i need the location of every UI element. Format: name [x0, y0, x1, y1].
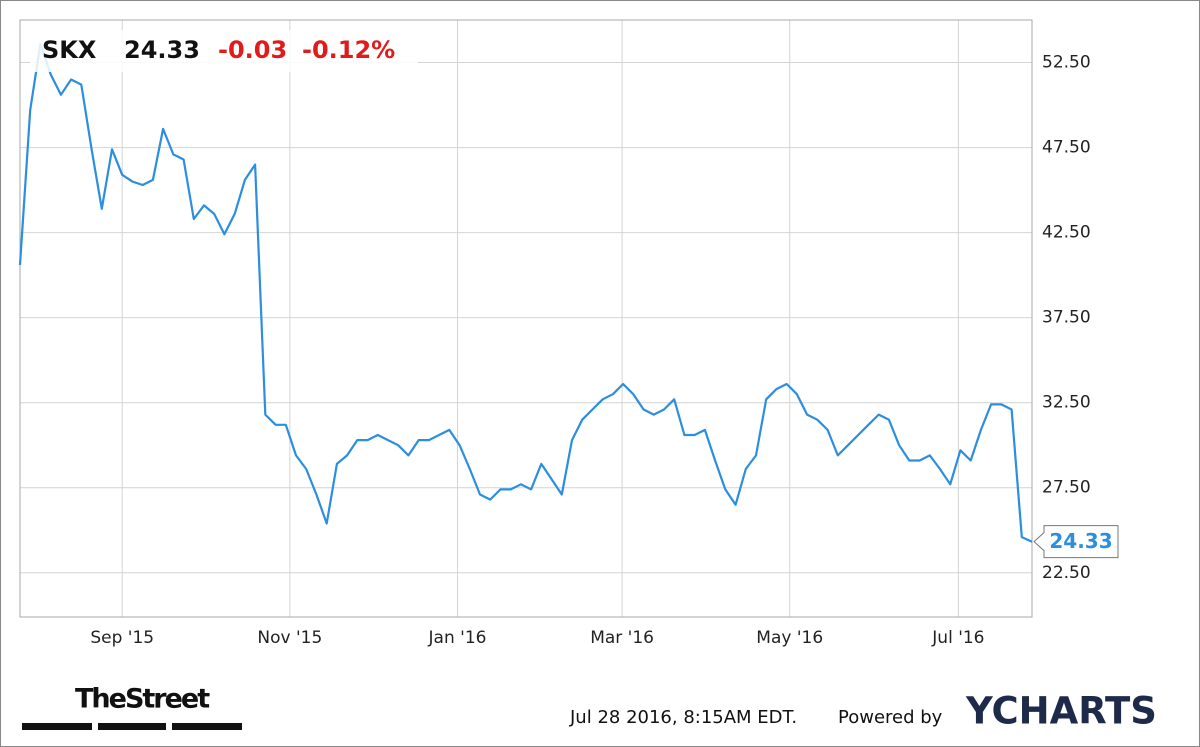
lines: 24.33 [18, 42, 1119, 559]
grid [20, 20, 1032, 617]
x-tick-label: Jul '16 [931, 628, 984, 648]
plot-border [19, 19, 1033, 618]
y-tick-label: 52.50 [1042, 53, 1091, 73]
change-pct: -0.12% [302, 36, 395, 64]
logo: YCHARTS [965, 690, 1157, 733]
y-tick-label: 42.50 [1042, 223, 1091, 243]
x-tick-label: Jan '16 [428, 628, 487, 648]
x-tick-label: May '16 [756, 628, 823, 648]
y-tick-label: 27.50 [1042, 478, 1091, 498]
powered-by: Powered by [838, 707, 943, 728]
y-tick-label: 22.50 [1042, 563, 1091, 583]
change: -0.03 [218, 36, 287, 64]
y-tick-label: 37.50 [1042, 308, 1091, 328]
y-tick-label: 32.50 [1042, 393, 1091, 413]
x-tick-label: Nov '15 [257, 628, 322, 648]
brand-bar [98, 723, 166, 730]
price-line [18, 42, 1033, 543]
last-value-label: 24.33 [1049, 529, 1112, 553]
last-value-badge [1033, 525, 1119, 559]
x-tick-label: Sep '15 [90, 628, 154, 648]
timestamp: Jul 28 2016, 8:15AM EDT. [569, 707, 797, 728]
brand-bar [172, 723, 242, 730]
x-tick-label: Mar '16 [590, 628, 654, 648]
y-tick-label: 47.50 [1042, 138, 1091, 158]
brand-bar [22, 723, 92, 730]
ticks: 22.50 27.50 32.50 37.50 42.50 47.50 52.50 Sep '… [90, 53, 1090, 648]
header-box [30, 30, 418, 72]
ticker: SKX [42, 36, 97, 64]
brand: TheStreet [75, 684, 210, 715]
price: 24.33 [124, 36, 200, 64]
